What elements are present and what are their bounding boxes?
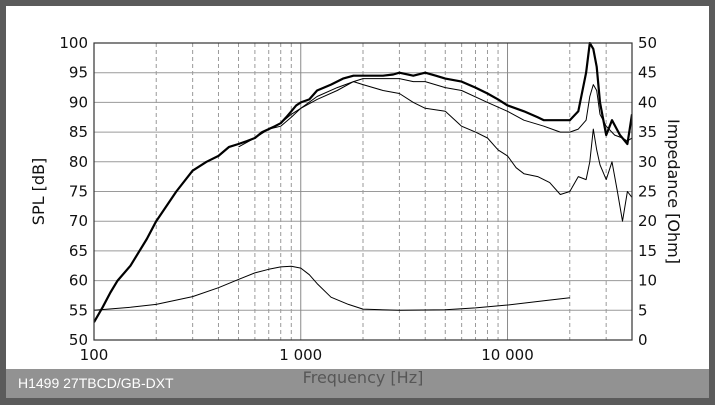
chart-frame	[6, 6, 709, 398]
x-tick-label: 1 000	[279, 346, 322, 364]
y2-tick-label: 10	[638, 272, 657, 290]
y2-tick-label: 50	[638, 34, 657, 52]
y-axis-title: SPL [dB]	[29, 158, 48, 225]
y2-tick-label: 0	[638, 331, 648, 349]
x-tick-label: 100	[80, 346, 109, 364]
series-line-1	[94, 42, 632, 323]
y-tick-label: 55	[69, 301, 88, 319]
y-tick-label: 100	[59, 34, 88, 52]
y-tick-label: 75	[69, 183, 88, 201]
caption-bar: H1499 27TBCD/GB-DXT	[6, 369, 709, 398]
close-button[interactable]: ×	[684, 5, 702, 29]
y2-tick-label: 35	[638, 123, 657, 141]
series-line-4	[94, 265, 570, 311]
y2-tick-label: 5	[638, 301, 648, 319]
y-tick-label: 50	[69, 331, 88, 349]
x-tick-label: 10 000	[481, 346, 534, 364]
y2-tick-label: 45	[638, 64, 657, 82]
y-tick-label: 95	[69, 64, 88, 82]
y-tick-label: 90	[69, 93, 88, 111]
labels: 50 55 60 65 70 75 80 85 90 95 100 0 5 10 15 20 25 30 35 40 4…	[29, 34, 683, 387]
caption-text: H1499 27TBCD/GB-DXT	[18, 375, 174, 391]
y2-tick-label: 25	[638, 183, 657, 201]
plot-border	[93, 42, 633, 341]
y2-axis-title: Impedance [Ohm]	[664, 119, 683, 264]
y-tick-label: 85	[69, 123, 88, 141]
series-line-3	[238, 81, 632, 222]
y-tick-label: 80	[69, 153, 88, 171]
series-layer	[94, 42, 632, 323]
y2-tick-label: 30	[638, 153, 657, 171]
y-tick-label: 60	[69, 272, 88, 290]
y2-tick-label: 20	[638, 212, 657, 230]
y2-tick-label: 40	[638, 93, 657, 111]
series-line-2	[238, 78, 632, 145]
grid	[94, 43, 632, 340]
plot-frame	[93, 42, 633, 341]
y-tick-label: 65	[69, 242, 88, 260]
y-tick-label: 70	[69, 212, 88, 230]
y2-tick-label: 15	[638, 242, 657, 260]
